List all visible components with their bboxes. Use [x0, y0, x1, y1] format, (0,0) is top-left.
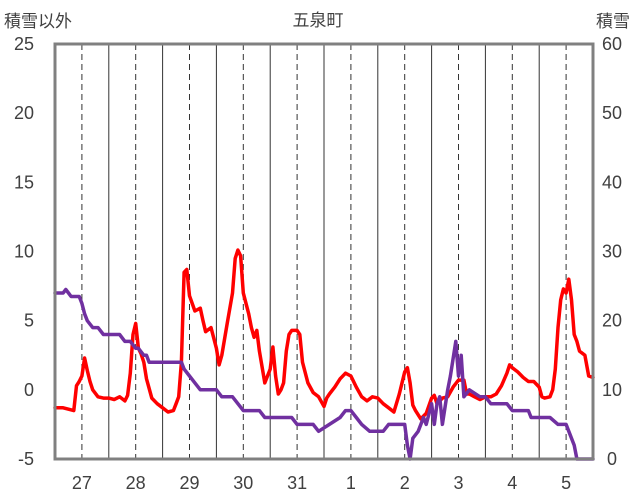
x-tick-label: 30: [233, 473, 253, 493]
x-tick-label: 27: [72, 473, 92, 493]
right-y-tick-label: 40: [602, 172, 622, 192]
left-axis-label: 積雪以外: [4, 12, 72, 32]
right-y-tick-label: 20: [602, 311, 622, 331]
plot-frame: [53, 42, 595, 461]
left-y-tick-label: 20: [14, 103, 34, 123]
right-y-tick-label: 10: [602, 380, 622, 400]
right-y-ticks: 60 50 40 30 20 10 0: [602, 34, 622, 469]
gridlines: [81, 44, 567, 459]
x-tick-label: 2: [400, 473, 410, 493]
x-tick-label: 31: [287, 473, 307, 493]
right-y-tick-label: 50: [602, 103, 622, 123]
x-tick-label: 3: [453, 473, 463, 493]
right-y-tick-label: 60: [602, 34, 622, 54]
right-y-tick-label: 0: [607, 449, 617, 469]
left-y-tick-label: 15: [14, 172, 34, 192]
left-y-tick-label: 10: [14, 242, 34, 262]
right-y-tick-label: 30: [602, 242, 622, 262]
left-y-tick-label: -5: [18, 449, 34, 469]
x-tick-label: 1: [346, 473, 356, 493]
x-tick-label: 4: [507, 473, 517, 493]
other-series-line: [53, 248, 595, 421]
left-y-tick-label: 0: [24, 380, 34, 400]
left-y-ticks: 25 20 15 10 5 0 -5: [14, 34, 34, 469]
series-layer: [53, 248, 595, 461]
left-y-tick-label: 25: [14, 34, 34, 54]
x-ticks: 27 28 29 30 31 1 2 3 4 5: [72, 473, 571, 493]
snow-depth-series-line: [53, 287, 595, 461]
x-tick-label: 28: [126, 473, 146, 493]
x-tick-label: 29: [179, 473, 199, 493]
chart-title: 五泉町: [293, 11, 344, 31]
right-axis-label: 積雪: [596, 12, 630, 32]
left-y-tick-label: 5: [24, 311, 34, 331]
x-tick-label: 5: [561, 473, 571, 493]
